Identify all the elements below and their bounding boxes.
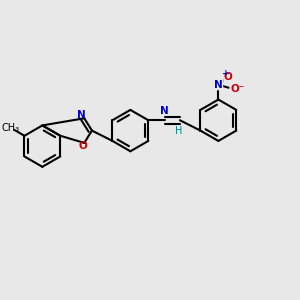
Text: O: O [78, 141, 87, 151]
Text: N: N [77, 110, 85, 120]
Text: N: N [214, 80, 223, 90]
Text: O: O [224, 72, 233, 82]
Text: +: + [222, 69, 230, 78]
Text: CH₃: CH₃ [1, 123, 20, 133]
Text: O⁻: O⁻ [230, 84, 244, 94]
Text: N: N [160, 106, 169, 116]
Text: H: H [175, 126, 182, 136]
